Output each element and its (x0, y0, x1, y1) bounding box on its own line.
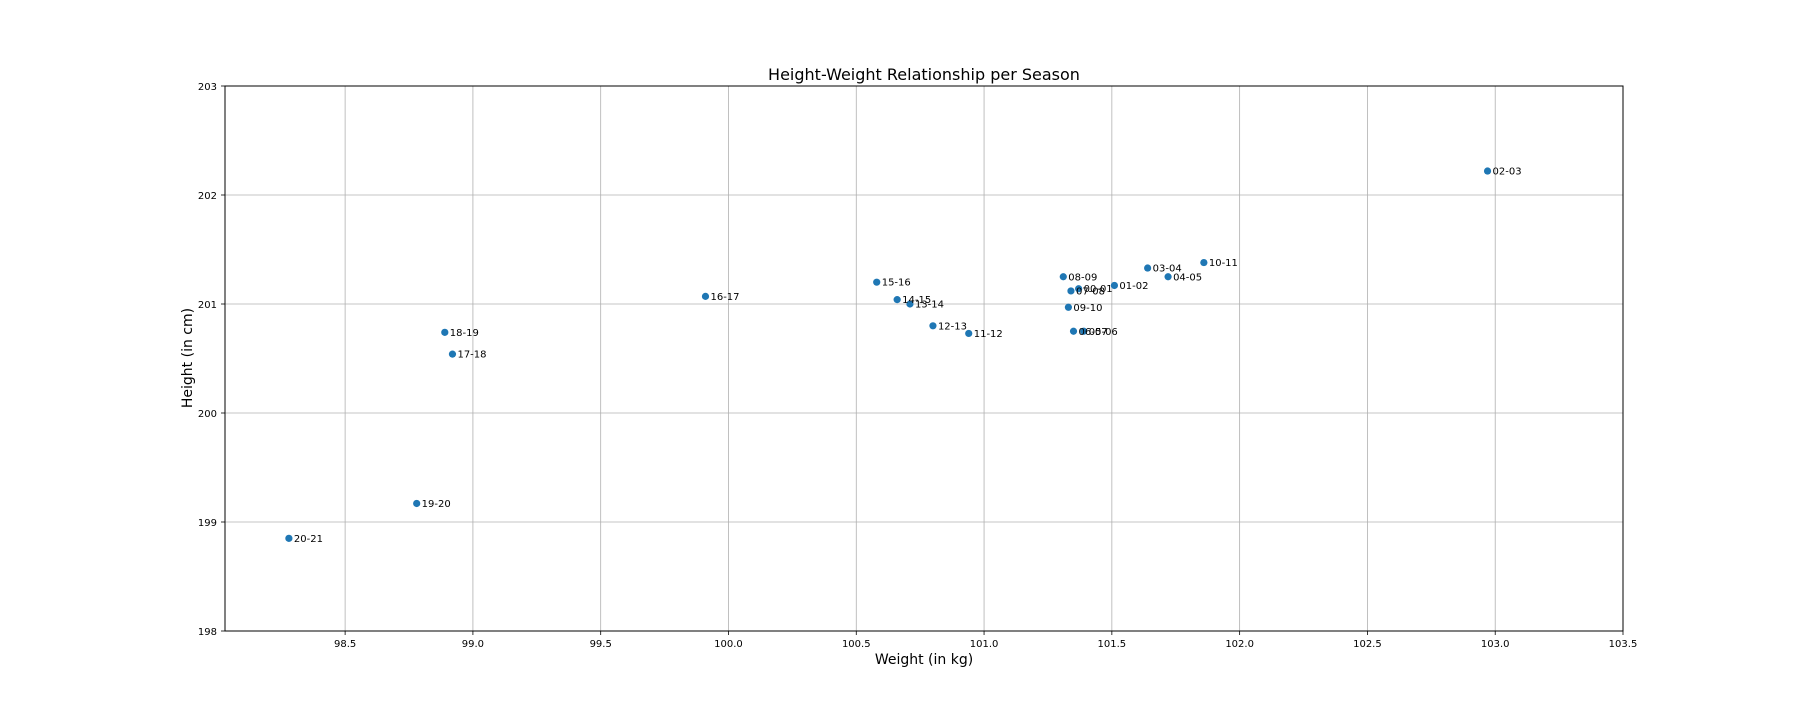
y-tick-label: 201 (198, 300, 217, 311)
data-point (1200, 258, 1208, 267)
y-axis-ticks: 198 199 200 201 202 203 (198, 82, 225, 638)
point-label: 11-12 (974, 329, 1003, 340)
x-tick-label: 103.5 (1609, 639, 1638, 650)
point-label: 01-02 (1119, 281, 1148, 292)
point-label: 20-21 (294, 534, 323, 545)
point-label: 14-15 (902, 295, 931, 306)
x-tick-label: 101.5 (1098, 639, 1127, 650)
data-point (1110, 281, 1119, 290)
data-point (1483, 167, 1492, 175)
x-tick-label: 98.5 (334, 639, 356, 650)
data-point (1064, 303, 1073, 311)
chart-title: Height-Weight Relationship per Season (768, 65, 1080, 84)
data-point (285, 534, 293, 542)
point-label: 07-08 (1076, 286, 1105, 297)
data-point (965, 329, 973, 338)
point-label: 02-03 (1493, 167, 1522, 178)
x-tick-label: 99.0 (462, 639, 484, 650)
data-point (413, 499, 421, 508)
grid-lines (225, 85, 1624, 632)
y-tick-label: 200 (198, 409, 217, 420)
point-label: 15-16 (882, 278, 911, 289)
x-axis-ticks: 98.5 99.0 99.5 100.0 100.5 101.0 101.5 102.0 102… (334, 631, 1637, 650)
y-tick-label: 203 (198, 82, 217, 93)
point-label: 00-01 (1084, 284, 1113, 295)
data-point (1080, 327, 1088, 335)
y-tick-label: 199 (198, 518, 217, 529)
x-tick-label: 100.5 (842, 639, 871, 650)
point-label: 05-06 (1089, 327, 1118, 338)
point-label: 09-10 (1073, 303, 1102, 314)
x-tick-label: 100.0 (714, 639, 743, 650)
data-point (1164, 273, 1172, 281)
point-label: 17-18 (457, 350, 486, 361)
data-point (1059, 273, 1067, 281)
x-tick-label: 101.0 (970, 639, 999, 650)
data-point (448, 350, 457, 358)
data-point (1067, 287, 1075, 295)
data-points (285, 167, 1492, 542)
point-label: 08-09 (1068, 272, 1097, 283)
point-label: 12-13 (938, 321, 967, 332)
data-point (929, 322, 937, 330)
data-point (441, 328, 449, 336)
data-point (873, 278, 881, 286)
point-label: 03-04 (1153, 264, 1182, 275)
point-label: 10-11 (1209, 258, 1238, 269)
y-tick-label: 198 (198, 627, 217, 638)
point-label: 06-07 (1079, 327, 1108, 338)
x-tick-label: 99.5 (590, 639, 612, 650)
point-label: 04-05 (1173, 272, 1202, 283)
x-tick-label: 102.0 (1225, 639, 1254, 650)
x-tick-label: 102.5 (1353, 639, 1382, 650)
x-tick-label: 103.0 (1481, 639, 1510, 650)
point-label: 18-19 (450, 328, 479, 339)
data-point (1075, 285, 1083, 293)
x-axis-label: Weight (in kg) (875, 652, 973, 668)
point-label: 16-17 (710, 292, 739, 303)
data-point (701, 292, 710, 300)
data-point (1069, 327, 1078, 335)
y-tick-label: 202 (198, 191, 217, 202)
point-label: 19-20 (422, 499, 451, 510)
plot-frame (224, 85, 1624, 632)
data-point (906, 300, 914, 308)
data-point (893, 296, 901, 304)
data-point (1144, 264, 1152, 272)
point-label: 13-14 (915, 300, 944, 311)
y-axis-label: Height (in cm) (180, 308, 196, 408)
